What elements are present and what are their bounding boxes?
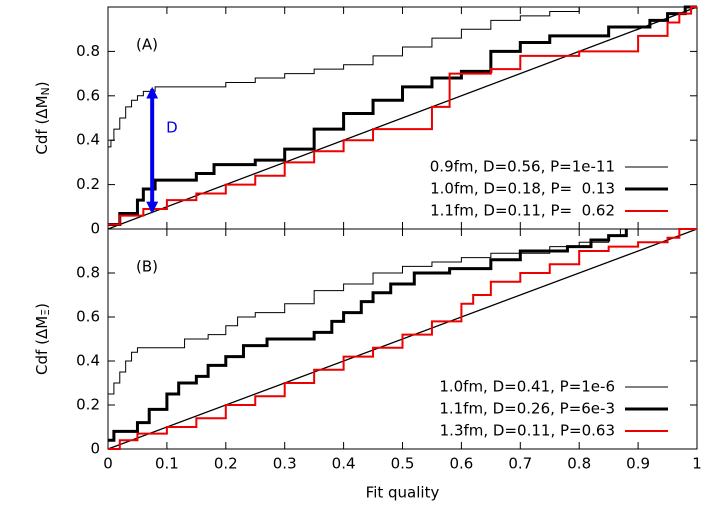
legend-label: 1.3fm, D=0.11, P=0.63 xyxy=(440,422,615,440)
x-tick-label: 0.8 xyxy=(567,455,591,473)
y-axis-label-sub: N xyxy=(39,87,52,95)
y-axis-label: Cdf (ΔMN) xyxy=(33,81,53,154)
x-axis-label: Fit quality xyxy=(366,484,440,502)
legend-label: 1.1fm, D=0.26, P=6e-3 xyxy=(439,400,615,418)
legend-label: 1.1fm, D=0.11, P= 0.62 xyxy=(430,202,615,220)
x-tick-label: 0.2 xyxy=(214,455,238,473)
x-tick-label: 0.4 xyxy=(332,455,356,473)
cdf-line xyxy=(108,229,628,442)
x-tick-label: 0.5 xyxy=(391,455,415,473)
x-tick-label: 0.1 xyxy=(155,455,179,473)
y-tick-label: 0.6 xyxy=(76,308,100,326)
x-tick-label: 0.7 xyxy=(508,455,532,473)
y-axis-label: Cdf (ΔMΞ) xyxy=(33,303,53,375)
y-tick-label: 0 xyxy=(90,440,100,458)
y-axis-label-end: ) xyxy=(33,81,51,87)
y-tick-label: 0 xyxy=(90,220,100,238)
y-tick-label: 0.6 xyxy=(76,86,100,104)
panel-label: (A) xyxy=(136,36,158,54)
x-tick-label: 0.9 xyxy=(626,455,650,473)
y-tick-label: 0.8 xyxy=(76,42,100,60)
x-tick-label: 0 xyxy=(103,455,113,473)
arrow-label: D xyxy=(166,119,178,137)
reference-diagonal xyxy=(107,6,698,230)
y-tick-label: 0.2 xyxy=(76,175,100,193)
cdf-line xyxy=(108,228,697,395)
legend-label: 0.9fm, D=0.56, P=1e-11 xyxy=(430,158,615,176)
x-tick-label: 0.3 xyxy=(273,455,297,473)
y-tick-label: 0.4 xyxy=(76,352,100,370)
y-tick-label: 0.2 xyxy=(76,396,100,414)
legend-label: 1.0fm, D=0.18, P= 0.13 xyxy=(430,180,615,198)
y-axis-label-end: ) xyxy=(33,303,51,309)
y-axis-label-sub: Ξ xyxy=(39,309,52,316)
y-axis-label-text: Cdf (ΔM xyxy=(33,316,51,375)
y-axis-label-text: Cdf (ΔM xyxy=(33,95,51,154)
x-tick-label: 0.6 xyxy=(449,455,473,473)
y-tick-label: 0.8 xyxy=(76,264,100,282)
panel-label: (B) xyxy=(136,258,158,276)
x-tick-label: 1 xyxy=(692,455,702,473)
cdf-line xyxy=(108,228,697,450)
cdf-line xyxy=(108,6,697,148)
y-tick-label: 0.4 xyxy=(76,131,100,149)
legend-label: 1.0fm, D=0.41, P=1e-6 xyxy=(439,378,615,396)
cdf-line xyxy=(108,6,697,226)
